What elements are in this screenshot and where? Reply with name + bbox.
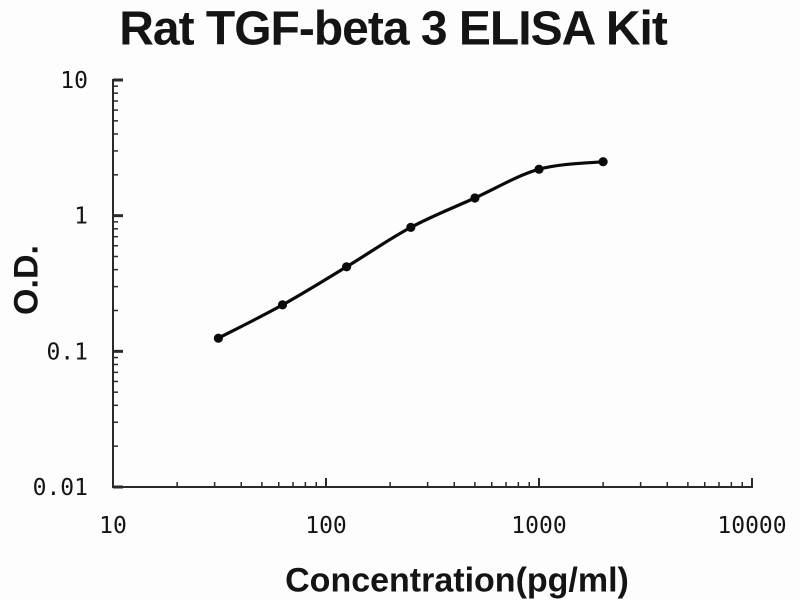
y-tick-label: 10 <box>60 68 88 94</box>
data-point-marker <box>342 262 352 272</box>
data-point-marker <box>406 222 416 232</box>
x-tick-label: 100 <box>305 513 347 539</box>
standard-curve-line <box>216 160 605 340</box>
x-tick-label: 1000 <box>511 513 566 539</box>
chart-title: Rat TGF-beta 3 ELISA Kit <box>119 2 668 56</box>
data-point-marker <box>470 193 480 203</box>
data-point-marker <box>213 333 223 343</box>
data-point-marker <box>534 164 544 174</box>
x-tick-label: 10 <box>99 513 127 539</box>
data-point-marker <box>277 300 288 310</box>
y-tick-label: 1 <box>74 204 88 230</box>
y-tick-label: 0.01 <box>33 475 88 501</box>
x-tick-label: 10000 <box>717 513 786 539</box>
data-point-marker <box>598 157 608 167</box>
x-axis-title: Concentration(pg/ml) <box>285 561 629 600</box>
y-tick-label: 0.1 <box>46 339 88 365</box>
